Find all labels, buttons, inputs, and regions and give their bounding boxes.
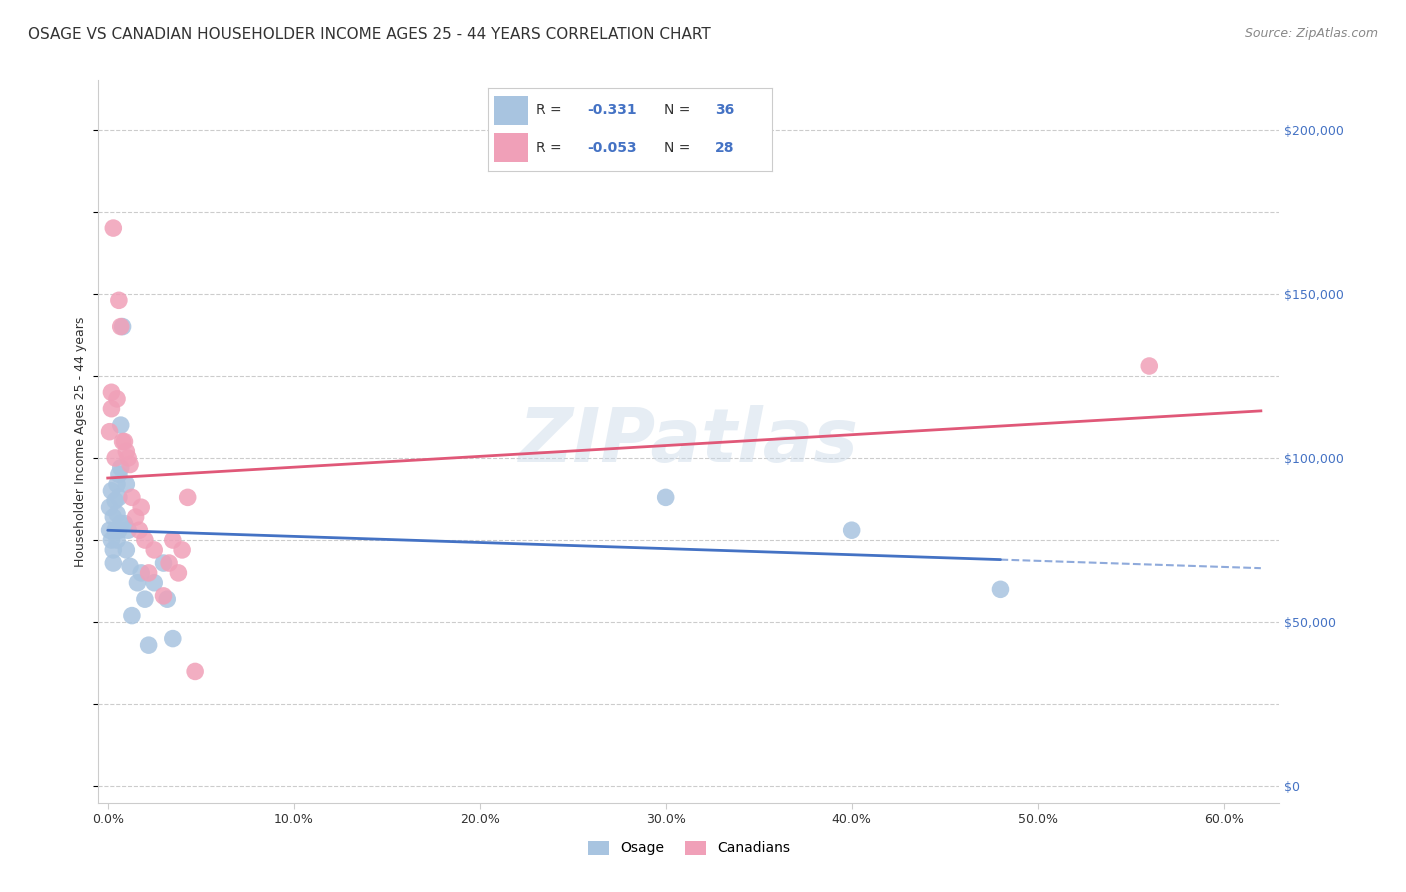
Point — [167, 566, 190, 580]
Legend: Osage, Canadians: Osage, Canadians — [582, 835, 796, 861]
Point — [105, 392, 128, 406]
Point — [117, 450, 139, 465]
Point — [124, 510, 146, 524]
Point — [156, 592, 179, 607]
Point — [172, 542, 194, 557]
Point — [114, 516, 136, 531]
Point — [108, 467, 131, 482]
Point — [98, 523, 121, 537]
Point — [117, 523, 139, 537]
Point — [654, 491, 676, 505]
Point — [115, 542, 138, 557]
Point — [184, 665, 207, 679]
Point — [118, 559, 141, 574]
Point — [138, 638, 160, 652]
Point — [162, 632, 184, 646]
Point — [100, 533, 122, 547]
Point — [129, 500, 152, 515]
Point — [108, 293, 131, 308]
Text: ZIPatlas: ZIPatlas — [519, 405, 859, 478]
Point — [157, 556, 180, 570]
Point — [105, 477, 128, 491]
Point — [108, 491, 131, 505]
Point — [103, 221, 125, 235]
Point — [134, 533, 156, 547]
Point — [127, 575, 149, 590]
Point — [990, 582, 1012, 597]
Point — [176, 491, 198, 505]
Point — [128, 523, 150, 537]
Point — [114, 434, 136, 449]
Point — [104, 493, 127, 508]
Point — [108, 523, 131, 537]
Point — [121, 608, 143, 623]
Point — [103, 556, 125, 570]
Point — [98, 500, 121, 515]
Point — [110, 319, 132, 334]
Point — [104, 450, 127, 465]
Point — [841, 523, 863, 537]
Point — [152, 589, 174, 603]
Point — [152, 556, 174, 570]
Point — [104, 523, 127, 537]
Point — [105, 533, 128, 547]
Point — [162, 533, 184, 547]
Point — [115, 444, 138, 458]
Point — [138, 566, 160, 580]
Point — [115, 477, 138, 491]
Point — [103, 542, 125, 557]
Point — [111, 319, 134, 334]
Point — [110, 516, 132, 531]
Point — [121, 491, 143, 505]
Point — [103, 510, 125, 524]
Point — [105, 507, 128, 521]
Point — [100, 385, 122, 400]
Point — [129, 566, 152, 580]
Y-axis label: Householder Income Ages 25 - 44 years: Householder Income Ages 25 - 44 years — [73, 317, 87, 566]
Point — [100, 483, 122, 498]
Point — [1137, 359, 1160, 373]
Point — [143, 542, 166, 557]
Point — [98, 425, 121, 439]
Text: Source: ZipAtlas.com: Source: ZipAtlas.com — [1244, 27, 1378, 40]
Point — [110, 460, 132, 475]
Point — [100, 401, 122, 416]
Point — [118, 458, 141, 472]
Point — [134, 592, 156, 607]
Text: OSAGE VS CANADIAN HOUSEHOLDER INCOME AGES 25 - 44 YEARS CORRELATION CHART: OSAGE VS CANADIAN HOUSEHOLDER INCOME AGE… — [28, 27, 711, 42]
Point — [143, 575, 166, 590]
Point — [110, 418, 132, 433]
Point — [111, 434, 134, 449]
